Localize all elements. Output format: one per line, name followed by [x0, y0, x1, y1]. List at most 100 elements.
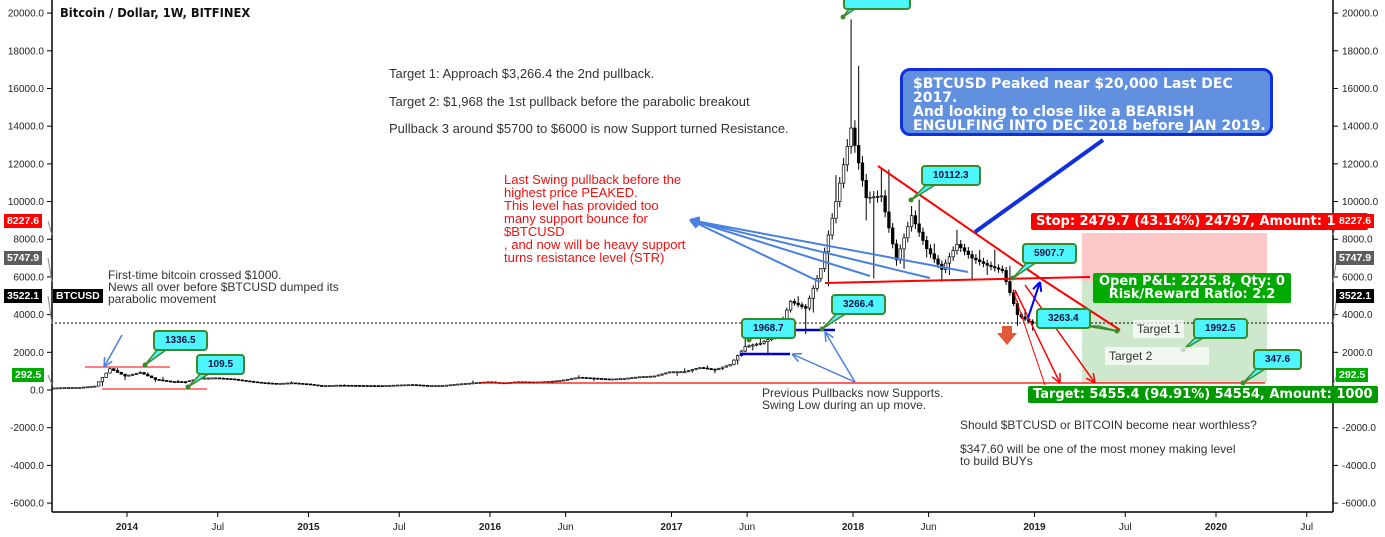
- price-label[interactable]: 109.5: [196, 354, 246, 375]
- candle: [206, 377, 210, 380]
- candle: [720, 366, 725, 369]
- candle: [66, 387, 71, 389]
- candle: [407, 384, 411, 387]
- y-tick-label: 4000.0: [13, 310, 44, 321]
- candle: [804, 306, 808, 309]
- candle: [142, 372, 146, 375]
- y-tick-label: 20000.0: [1342, 9, 1379, 20]
- candle: [732, 359, 736, 365]
- worthless-note: Should $BTCUSD or BITCOIN become near wo…: [960, 418, 1257, 432]
- peak-callout: $BTCUSD Peaked near $20,000 Last DEC 201…: [900, 68, 1273, 136]
- candle: [811, 287, 815, 299]
- stop-label[interactable]: Stop: 2479.7 (43.14%) 24797, Amount: 100…: [1031, 213, 1368, 230]
- candle: [74, 387, 78, 389]
- y-tick-label: 6000.0: [1342, 272, 1373, 283]
- candle: [596, 377, 600, 380]
- candle: [127, 374, 131, 377]
- candle: [240, 379, 244, 382]
- candle: [762, 341, 766, 344]
- candle: [297, 382, 301, 385]
- candle: [293, 382, 297, 385]
- candle: [807, 297, 812, 309]
- target-label[interactable]: Target: 5455.4 (94.91%) 54554, Amount: 1…: [1028, 386, 1378, 403]
- candle: [792, 301, 797, 304]
- candle: [652, 375, 657, 378]
- candle: [875, 196, 880, 198]
- candle: [978, 259, 982, 263]
- y-tick-label: -4000.0: [10, 461, 44, 472]
- x-tick-label: 2014: [116, 522, 139, 533]
- candle: [1004, 270, 1008, 282]
- x-tick-label: 2017: [660, 522, 683, 533]
- candle: [452, 384, 456, 386]
- candle: [936, 258, 940, 265]
- candle: [78, 387, 82, 389]
- candle: [849, 127, 853, 147]
- price-label[interactable]: 5907.7: [1022, 243, 1077, 264]
- price-label[interactable]: 10112.3: [921, 165, 981, 186]
- candle: [236, 379, 241, 381]
- candle: [690, 369, 694, 372]
- candle: [894, 243, 899, 261]
- price-label[interactable]: 1968.7: [741, 318, 796, 339]
- price-label[interactable]: 347.6: [1253, 349, 1303, 370]
- candle: [577, 376, 581, 379]
- candle: [993, 266, 997, 269]
- x-tick-label: Jul: [1119, 522, 1132, 533]
- x-tick-label: Jul: [1300, 522, 1313, 533]
- candle: [59, 387, 63, 390]
- price-label[interactable]: 3263.4: [1036, 308, 1091, 329]
- candle: [229, 378, 233, 380]
- candle: [565, 378, 570, 381]
- candle: [932, 253, 936, 260]
- symbol-badge: BTCUSD: [53, 289, 103, 303]
- arrow-target-a-head: [1051, 376, 1061, 384]
- candle: [573, 377, 577, 380]
- candle: [316, 384, 320, 387]
- candle: [388, 385, 392, 387]
- arrow-pullback2-head: [824, 331, 834, 339]
- candle: [713, 368, 717, 371]
- candle: [974, 257, 978, 261]
- candle: [607, 378, 611, 381]
- candle: [248, 380, 252, 383]
- pnl-label[interactable]: Open P&L: 2225.8, Qty: 0 Risk/Reward Rat…: [1093, 273, 1291, 303]
- candle: [717, 368, 721, 370]
- peak-price-label[interactable]: [843, 0, 911, 10]
- y-tick-label: 10000.0: [1342, 197, 1379, 208]
- y-tick-label: 2000.0: [1342, 348, 1373, 359]
- candle: [62, 387, 67, 389]
- x-tick-label: Jun: [739, 522, 755, 533]
- candle: [112, 368, 116, 371]
- candle: [766, 339, 770, 342]
- candle: [380, 385, 384, 387]
- candle: [270, 382, 275, 385]
- y-tick-label: 0.0: [30, 386, 44, 397]
- candle: [161, 379, 165, 382]
- price-label[interactable]: 1992.5: [1193, 318, 1248, 339]
- candle: [562, 379, 566, 382]
- pullback3-note: Pullback 3 around $5700 to $6000 is now …: [389, 121, 789, 136]
- candle: [872, 196, 876, 199]
- candle: [800, 304, 804, 307]
- candle: [444, 384, 449, 387]
- candle: [274, 383, 278, 385]
- candle: [350, 384, 354, 387]
- candle: [728, 364, 732, 367]
- candle: [286, 382, 290, 385]
- candle: [202, 377, 207, 380]
- candle: [841, 164, 846, 184]
- candle: [422, 384, 426, 387]
- price-badge-left: 3522.1: [4, 289, 43, 303]
- candle: [410, 384, 415, 386]
- candle: [96, 381, 101, 387]
- candle: [913, 215, 918, 225]
- price-label[interactable]: 1336.5: [153, 330, 208, 351]
- price-label[interactable]: 3266.4: [831, 294, 886, 315]
- price-badge-left: 5747.9: [4, 251, 43, 265]
- candle: [233, 378, 237, 381]
- candle: [210, 377, 214, 380]
- x-tick-label: Jul: [393, 522, 406, 533]
- candle: [985, 263, 989, 266]
